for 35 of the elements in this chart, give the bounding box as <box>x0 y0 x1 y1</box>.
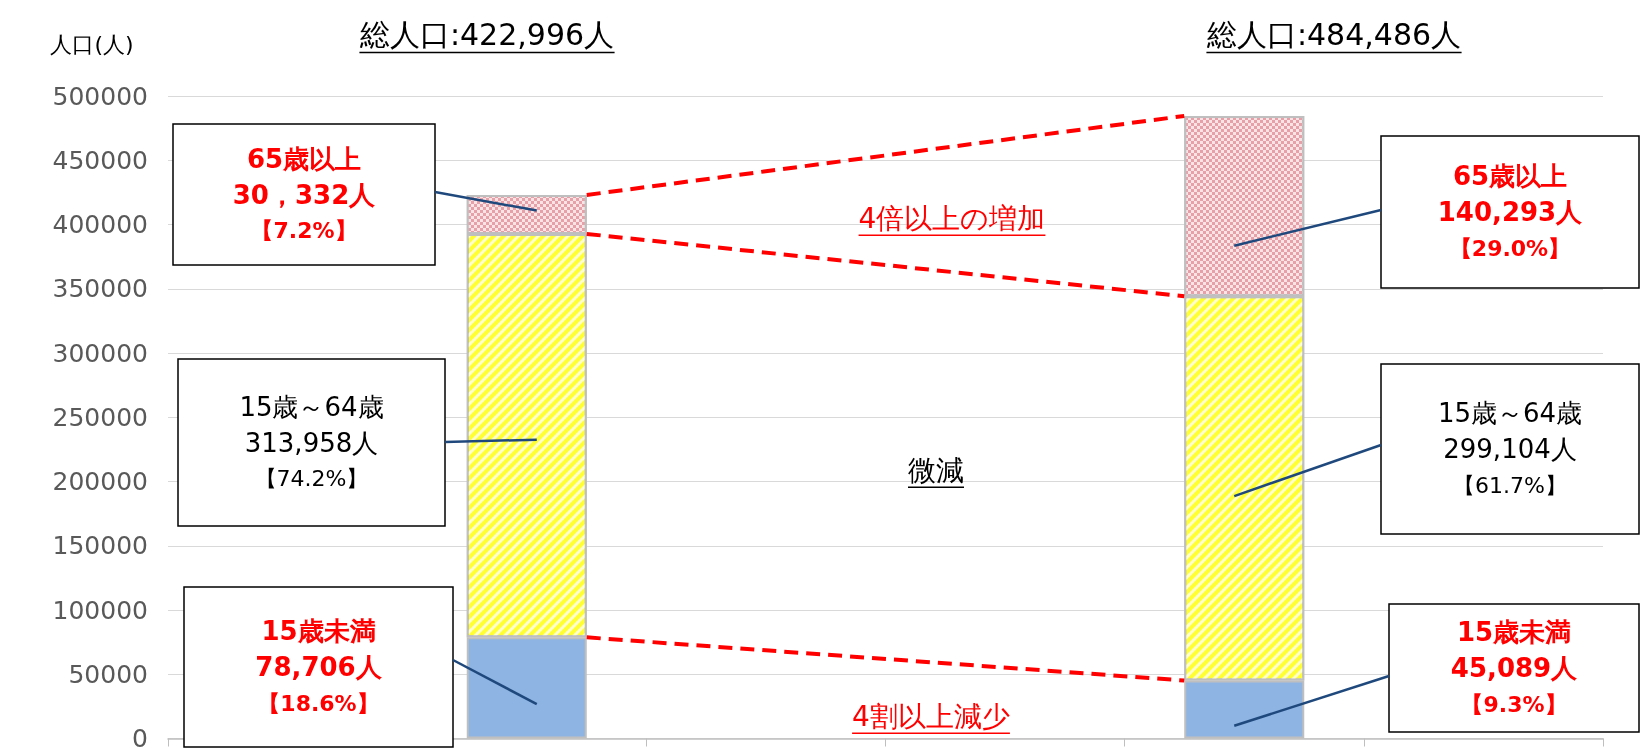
y-tick-label: 200000 <box>52 467 148 496</box>
annotation: 【9.3%】 <box>1461 691 1567 717</box>
text: 15歳未満 <box>261 616 376 646</box>
annotation: 140,293人 <box>1437 197 1584 227</box>
annotation: 【61.7%】 <box>1453 472 1567 498</box>
annotation: 4倍以上の増加 <box>858 201 1046 235</box>
annotation: 78,706人 <box>255 652 383 682</box>
y-tick-label: 350000 <box>52 274 148 304</box>
annotation: 4割以上減少 <box>852 699 1010 733</box>
text: 総人口:484,486人 <box>1205 16 1462 52</box>
annotation: 微減 <box>908 453 964 487</box>
text: 15歳～64歳 <box>239 391 384 422</box>
y-tick-label: 400000 <box>52 210 148 239</box>
y-tick-label: 150000 <box>52 531 148 561</box>
y-tick-label: 0 <box>132 724 148 751</box>
annotation: 【18.6%】 <box>258 690 379 716</box>
y-tick-label: 50000 <box>68 659 148 689</box>
text: 15歳未満 <box>1456 617 1572 647</box>
annotation: 313,958人 <box>244 427 379 458</box>
y-tick-label: 450000 <box>52 145 148 175</box>
annotation: 【7.2%】 <box>251 218 357 243</box>
y-tick-label: 500000 <box>52 81 148 111</box>
text: 総人口:422,996人 <box>358 16 615 52</box>
text: 65歳以上 <box>1452 161 1568 191</box>
text: 15歳～64歳 <box>1437 398 1583 428</box>
text: 65歳以上 <box>246 143 362 174</box>
annotation: 45,089人 <box>1450 653 1579 683</box>
y-tick-label: 100000 <box>52 595 148 625</box>
annotation: 【29.0%】 <box>1449 235 1571 261</box>
annotation: 30，332人 <box>232 179 377 210</box>
y-tick-label: 300000 <box>52 338 148 368</box>
y-axis-title: 人口(人) <box>50 31 134 57</box>
annotation: 【74.2%】 <box>254 466 369 491</box>
y-tick-label: 250000 <box>52 402 148 432</box>
annotation: 299,104人 <box>1443 434 1577 464</box>
